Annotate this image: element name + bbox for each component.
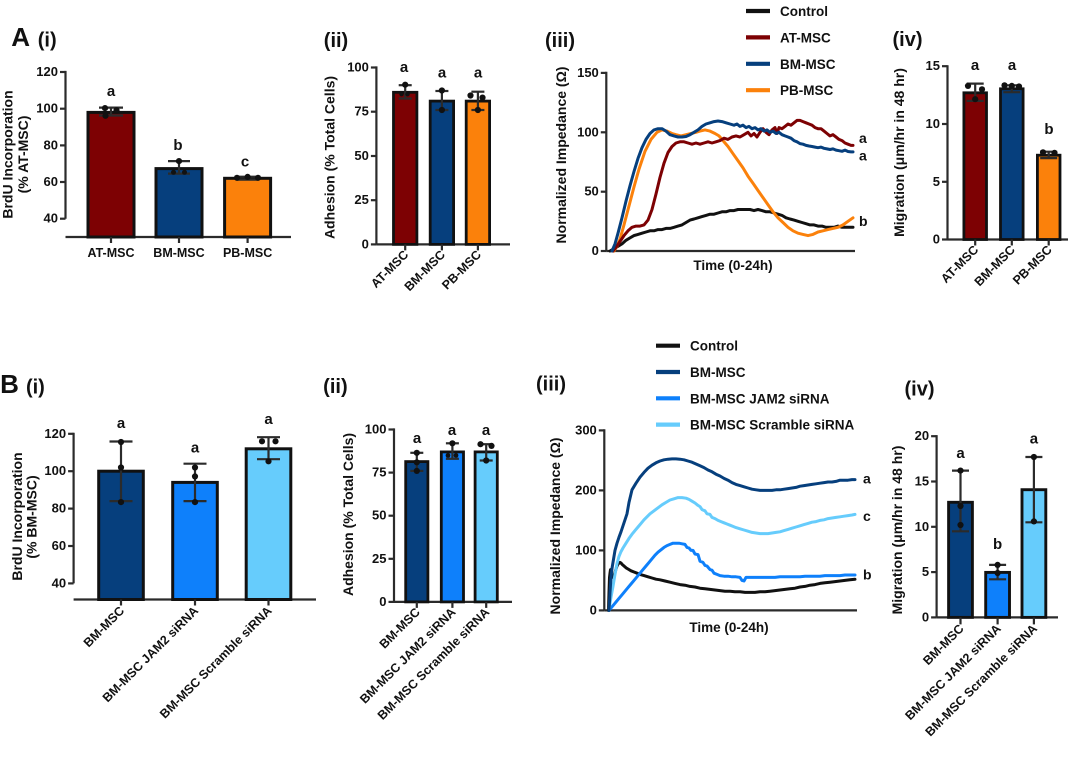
svg-text:a: a	[191, 440, 200, 457]
svg-text:PB-MSC: PB-MSC	[780, 83, 833, 98]
svg-text:50: 50	[372, 508, 386, 523]
svg-text:AT-MSC: AT-MSC	[88, 246, 135, 260]
svg-text:5: 5	[922, 564, 929, 579]
svg-text:200: 200	[575, 482, 597, 497]
svg-text:a: a	[956, 445, 965, 462]
svg-text:5: 5	[933, 174, 940, 189]
svg-text:PB-MSC: PB-MSC	[223, 246, 272, 260]
svg-text:0: 0	[592, 243, 599, 258]
svg-text:A: A	[11, 22, 30, 52]
svg-text:(% AT-MSC): (% AT-MSC)	[15, 116, 31, 194]
svg-text:(ii): (ii)	[323, 376, 347, 398]
svg-text:0: 0	[362, 236, 369, 251]
svg-text:150: 150	[577, 65, 599, 80]
svg-text:BM-MSC Scramble siRNA: BM-MSC Scramble siRNA	[690, 418, 855, 433]
svg-text:75: 75	[354, 104, 368, 119]
svg-text:(i): (i)	[26, 377, 45, 399]
svg-text:Normalized Impedance (Ω): Normalized Impedance (Ω)	[553, 67, 569, 244]
svg-text:b: b	[173, 137, 182, 154]
svg-text:c: c	[241, 154, 249, 171]
svg-text:BM-MSC: BM-MSC	[690, 365, 746, 380]
svg-text:25: 25	[372, 551, 386, 566]
svg-text:0: 0	[933, 232, 940, 247]
svg-text:a: a	[117, 415, 126, 432]
svg-text:(iv): (iv)	[905, 379, 935, 401]
svg-text:Migration (μm/hr in 48 hr): Migration (μm/hr in 48 hr)	[891, 68, 907, 237]
svg-text:0: 0	[379, 594, 386, 609]
svg-text:a: a	[971, 57, 980, 74]
svg-text:a: a	[1008, 57, 1017, 74]
svg-text:a: a	[482, 422, 491, 439]
svg-text:120: 120	[44, 426, 66, 441]
svg-text:a: a	[264, 411, 273, 428]
svg-text:Normalized Impedance (Ω): Normalized Impedance (Ω)	[547, 438, 563, 615]
svg-text:(ii): (ii)	[324, 30, 348, 52]
svg-text:100: 100	[347, 60, 369, 75]
svg-text:a: a	[413, 430, 422, 447]
svg-text:Adhesion (% Total Cells): Adhesion (% Total Cells)	[322, 76, 338, 239]
svg-text:100: 100	[44, 463, 66, 478]
svg-text:40: 40	[52, 575, 66, 590]
svg-text:a: a	[474, 65, 483, 82]
svg-text:0: 0	[590, 602, 597, 617]
svg-text:b: b	[863, 566, 872, 582]
svg-text:a: a	[400, 59, 409, 76]
svg-text:0: 0	[922, 609, 929, 624]
svg-text:Time (0-24h): Time (0-24h)	[693, 258, 772, 273]
svg-text:15: 15	[926, 58, 940, 73]
svg-text:BrdU Incorporation: BrdU Incorporation	[0, 90, 16, 218]
svg-text:80: 80	[44, 137, 58, 152]
svg-text:a: a	[438, 65, 447, 82]
svg-text:40: 40	[44, 211, 58, 226]
svg-text:(iii): (iii)	[536, 374, 566, 396]
svg-text:(% BM-MSC): (% BM-MSC)	[23, 475, 39, 558]
svg-text:75: 75	[372, 465, 386, 480]
svg-text:b: b	[859, 213, 868, 229]
svg-text:100: 100	[575, 542, 597, 557]
svg-text:80: 80	[52, 501, 66, 516]
svg-text:a: a	[1030, 431, 1039, 448]
svg-text:50: 50	[354, 148, 368, 163]
svg-text:AT-MSC: AT-MSC	[780, 30, 831, 45]
svg-text:Control: Control	[690, 339, 738, 354]
svg-text:BM-MSC JAM2 siRNA: BM-MSC JAM2 siRNA	[690, 391, 830, 406]
svg-text:b: b	[1044, 121, 1053, 138]
svg-text:BM-MSC: BM-MSC	[780, 57, 836, 72]
svg-text:100: 100	[365, 422, 387, 437]
svg-text:BrdU Incorporation: BrdU Incorporation	[9, 452, 25, 580]
svg-text:10: 10	[926, 116, 940, 131]
svg-text:100: 100	[577, 124, 599, 139]
svg-text:(i): (i)	[38, 30, 57, 52]
svg-text:a: a	[859, 130, 867, 146]
svg-text:50: 50	[584, 184, 598, 199]
svg-text:100: 100	[36, 101, 58, 116]
svg-text:120: 120	[36, 64, 58, 79]
svg-text:20: 20	[915, 428, 929, 443]
svg-text:15: 15	[915, 474, 929, 489]
svg-text:60: 60	[52, 538, 66, 553]
svg-text:B: B	[0, 369, 19, 399]
svg-text:c: c	[863, 508, 871, 524]
svg-text:300: 300	[575, 422, 597, 437]
svg-text:10: 10	[915, 519, 929, 534]
svg-text:Control: Control	[780, 4, 828, 19]
svg-text:a: a	[448, 422, 457, 439]
svg-text:a: a	[107, 83, 116, 100]
svg-text:BM-MSC: BM-MSC	[153, 246, 204, 260]
svg-text:(iv): (iv)	[893, 29, 923, 51]
svg-text:Time (0-24h): Time (0-24h)	[689, 620, 768, 635]
svg-text:(iii): (iii)	[545, 30, 575, 52]
svg-text:Migration (μm/hr in 48 hr): Migration (μm/hr in 48 hr)	[889, 446, 905, 615]
svg-text:60: 60	[44, 174, 58, 189]
svg-text:a: a	[863, 470, 871, 486]
svg-text:Adhesion (% Total Cells): Adhesion (% Total Cells)	[340, 433, 356, 596]
svg-text:a: a	[859, 148, 867, 164]
svg-text:25: 25	[354, 192, 368, 207]
svg-text:b: b	[993, 536, 1002, 553]
